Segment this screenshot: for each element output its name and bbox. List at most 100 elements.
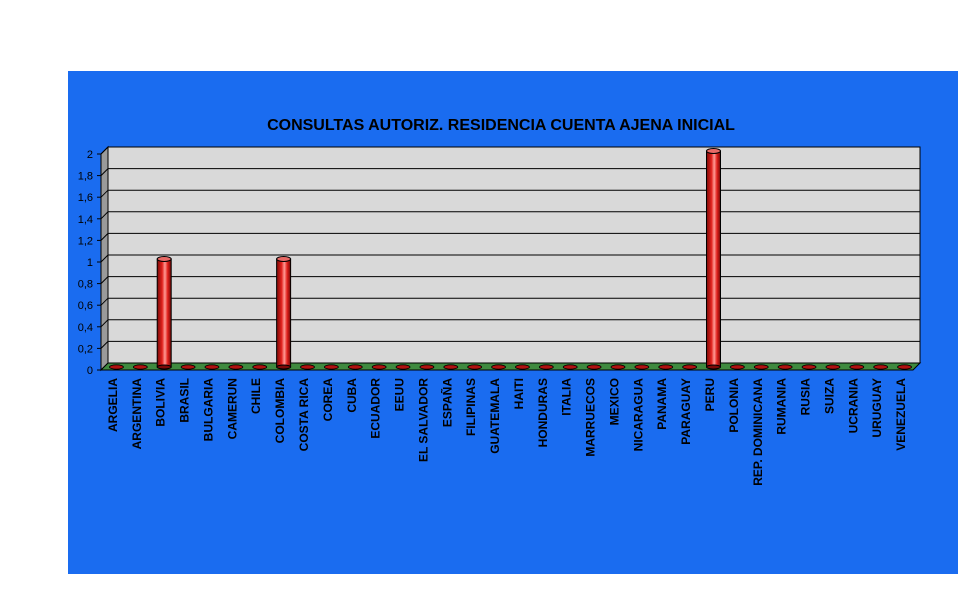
x-axis: ARGELIA ARGENTINA BOLIVIA BRASIL BULGARIA CAM… bbox=[106, 378, 908, 486]
bar-disc bbox=[658, 364, 674, 370]
bar-disc bbox=[753, 364, 769, 370]
x-tick-label: COREA bbox=[321, 378, 335, 422]
x-tick-label: BOLIVIA bbox=[154, 378, 168, 427]
x-tick-label: RUMANIA bbox=[775, 378, 789, 435]
x-tick-label: EEUU bbox=[393, 378, 407, 411]
bar-body bbox=[156, 258, 172, 368]
bar bbox=[610, 364, 626, 370]
bar bbox=[586, 364, 602, 370]
x-tick-label: NICARAGUA bbox=[631, 378, 645, 452]
y-tick-label: 0,6 bbox=[78, 300, 93, 312]
gridline bbox=[100, 340, 920, 349]
bar bbox=[538, 364, 554, 370]
bar bbox=[204, 364, 220, 370]
bar bbox=[109, 364, 124, 370]
bar bbox=[682, 364, 698, 370]
bar-top bbox=[276, 256, 292, 262]
bar bbox=[132, 364, 148, 370]
bar bbox=[347, 364, 363, 370]
x-tick-label: ARGENTINA bbox=[130, 378, 144, 450]
x-tick-label: PARAGUAY bbox=[679, 378, 693, 445]
bar bbox=[562, 364, 578, 370]
bar-disc bbox=[729, 364, 745, 370]
bar-base bbox=[706, 364, 721, 370]
bar-base bbox=[276, 364, 292, 370]
floor-plane bbox=[99, 362, 922, 371]
bar-top bbox=[706, 148, 721, 154]
bar-disc bbox=[849, 364, 865, 370]
bar-disc bbox=[586, 364, 602, 370]
x-tick-label: REP. DOMINICANA bbox=[751, 378, 765, 486]
x-tick-label: HAITI bbox=[512, 378, 526, 409]
x-tick-label: URUGUAY bbox=[870, 378, 884, 438]
x-tick-label: CAMERUN bbox=[225, 378, 239, 439]
x-tick-label: UCRANIA bbox=[846, 378, 860, 434]
x-tick-label: PANAMA bbox=[655, 378, 669, 430]
bar-body bbox=[706, 150, 721, 368]
bar bbox=[323, 364, 339, 370]
bar-disc bbox=[897, 364, 912, 370]
x-tick-label: HONDURAS bbox=[536, 378, 550, 447]
bar-top bbox=[156, 256, 172, 262]
x-tick-label: POLONIA bbox=[727, 378, 741, 433]
bar bbox=[706, 148, 721, 370]
bar bbox=[658, 364, 674, 370]
y-tick-label: 0,8 bbox=[78, 279, 93, 291]
bar bbox=[180, 364, 196, 370]
x-tick-label: COSTA RICA bbox=[297, 378, 311, 452]
bar bbox=[491, 364, 506, 370]
bar-disc bbox=[204, 364, 220, 370]
y-tick-label: 0,4 bbox=[78, 322, 93, 334]
bar-disc bbox=[252, 364, 268, 370]
gridline bbox=[100, 297, 920, 306]
bar-disc bbox=[634, 364, 650, 370]
bar-base bbox=[156, 364, 172, 370]
bar-disc bbox=[873, 364, 889, 370]
x-tick-label: FILIPINAS bbox=[464, 378, 478, 436]
gridline bbox=[100, 146, 920, 155]
x-tick-label: MARRUECOS bbox=[584, 378, 598, 457]
y-tick-label: 1,8 bbox=[78, 171, 93, 183]
x-tick-label: VENEZUELA bbox=[894, 378, 908, 451]
x-tick-label: COLOMBIA bbox=[273, 378, 287, 444]
bar-disc bbox=[347, 364, 363, 370]
bar bbox=[419, 364, 435, 370]
bar-body bbox=[276, 258, 292, 368]
gridline bbox=[100, 211, 920, 220]
bar bbox=[371, 364, 387, 370]
bar bbox=[825, 364, 841, 370]
plot-area bbox=[100, 145, 921, 372]
bar-disc bbox=[323, 364, 339, 370]
bar-disc bbox=[515, 364, 530, 370]
bar bbox=[395, 364, 411, 370]
gridline bbox=[100, 168, 920, 176]
y-tick-label: 1,2 bbox=[78, 235, 93, 247]
x-tick-label: BULGARIA bbox=[201, 378, 215, 442]
bar-disc bbox=[562, 364, 578, 370]
bar bbox=[634, 364, 650, 370]
y-tick-label: 1,4 bbox=[78, 214, 93, 226]
x-tick-label: CUBA bbox=[345, 378, 359, 413]
bar bbox=[897, 364, 912, 370]
x-tick-label: MEXICO bbox=[607, 378, 621, 425]
bar-disc bbox=[109, 364, 124, 370]
bar bbox=[228, 364, 244, 370]
x-tick-label: RUSIA bbox=[799, 378, 813, 416]
bar-disc bbox=[801, 364, 817, 370]
y-tick-label: 0,2 bbox=[78, 343, 93, 355]
bar-disc bbox=[538, 364, 554, 370]
bar-disc bbox=[682, 364, 698, 370]
bar-disc bbox=[467, 364, 483, 370]
bar bbox=[753, 364, 769, 370]
x-tick-label: EL SALVADOR bbox=[416, 378, 430, 462]
bar bbox=[300, 364, 315, 370]
bar-disc bbox=[443, 364, 459, 370]
bar bbox=[156, 256, 172, 370]
x-tick-label: GUATEMALA bbox=[488, 378, 502, 454]
x-tick-label: PERU bbox=[703, 378, 717, 411]
bar-disc bbox=[419, 364, 435, 370]
bar bbox=[276, 256, 292, 370]
y-tick-label: 1 bbox=[87, 257, 93, 269]
bar-disc bbox=[371, 364, 387, 370]
bars bbox=[109, 148, 912, 370]
